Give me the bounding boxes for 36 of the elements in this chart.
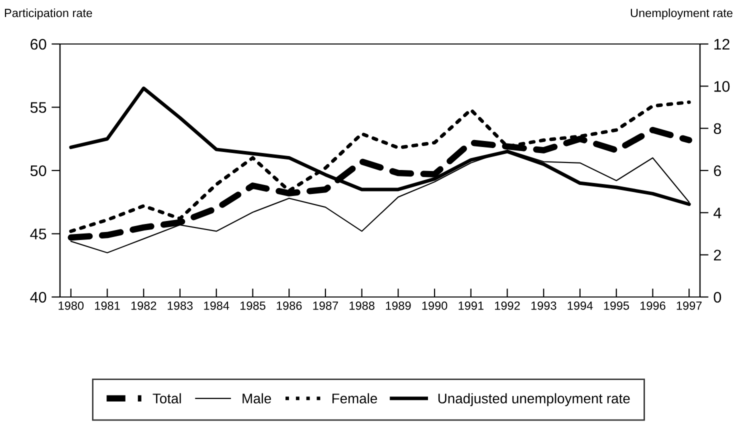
y2-tick-label: 12 xyxy=(714,38,730,50)
y2-axis-title: Unemployment rate xyxy=(630,8,732,20)
y-tick-label: 40 xyxy=(30,292,46,303)
x-tick-label: 1986 xyxy=(276,301,302,310)
x-tick-label: 1993 xyxy=(531,301,556,310)
x-tick-label: 1980 xyxy=(58,301,84,310)
y2-tick-label: 8 xyxy=(714,123,722,134)
y2-tick-label: 6 xyxy=(714,165,722,176)
x-tick-label: 1991 xyxy=(458,301,484,310)
y2-tick-label: 10 xyxy=(714,81,730,92)
x-tick-label: 1982 xyxy=(131,301,156,310)
x-tick-label: 1994 xyxy=(568,301,593,310)
y-tick-label: 45 xyxy=(30,228,46,240)
x-tick-label: 1992 xyxy=(495,301,520,310)
y-tick-label: 50 xyxy=(30,165,46,176)
legend-label: Male xyxy=(242,393,271,404)
legend-label: Female xyxy=(332,393,378,404)
x-tick-label: 1987 xyxy=(313,301,338,310)
x-tick-label: 1988 xyxy=(350,301,374,310)
y-tick-label: 60 xyxy=(30,38,46,50)
x-tick-label: 1983 xyxy=(168,301,193,310)
x-tick-label: 1997 xyxy=(676,301,702,310)
y2-tick-label: 4 xyxy=(714,208,722,218)
y-tick-label: 55 xyxy=(30,102,46,113)
x-tick-label: 1985 xyxy=(240,301,266,310)
y-axis-title: Participation rate xyxy=(4,8,92,20)
x-tick-label: 1995 xyxy=(604,301,629,310)
y2-tick-label: 0 xyxy=(714,292,722,303)
x-tick-label: 1984 xyxy=(204,301,230,310)
y2-tick-label: 2 xyxy=(714,250,721,260)
legend-label: Total xyxy=(152,393,181,404)
x-tick-label: 1981 xyxy=(95,301,120,310)
x-tick-label: 1989 xyxy=(386,301,411,310)
x-tick-label: 1996 xyxy=(640,301,666,310)
x-tick-label: 1990 xyxy=(422,301,448,310)
legend-label: Unadjusted unemployment rate xyxy=(438,393,630,406)
